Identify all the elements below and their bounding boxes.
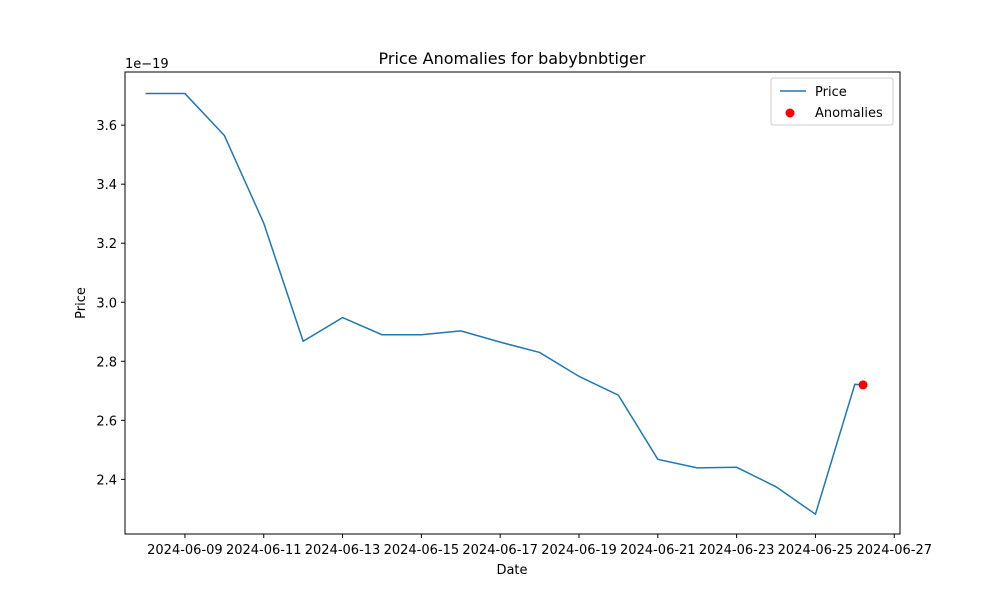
y-tick-label: 3.4 (96, 178, 117, 193)
x-axis-label: Date (496, 563, 527, 578)
x-tick-label: 2024-06-15 (384, 543, 460, 558)
x-tick-label: 2024-06-25 (778, 543, 854, 558)
plot-area (145, 92, 868, 516)
x-tick-label: 2024-06-21 (620, 543, 696, 558)
series-line-price (145, 92, 864, 516)
y-tick-label: 3.6 (96, 119, 117, 134)
plot-frame (124, 71, 901, 535)
legend: Price Anomalies (770, 77, 894, 126)
y-tick-label: 2.4 (96, 473, 117, 488)
x-tick-label: 2024-06-11 (226, 543, 302, 558)
y-axis: 2.4 2.6 2.8 3.0 3.2 3.4 3.6 (96, 119, 125, 488)
y-tick-label: 3.2 (96, 237, 117, 252)
anomaly-point (858, 380, 868, 390)
y-tick-label: 3.0 (96, 296, 117, 311)
y-offset-text: 1e−19 (125, 57, 169, 72)
y-axis-label: Price (74, 287, 89, 319)
x-tick-label: 2024-06-23 (699, 543, 775, 558)
y-tick-label: 2.8 (96, 355, 117, 370)
x-tick-label: 2024-06-13 (305, 543, 381, 558)
legend-anomalies-swatch (785, 108, 795, 118)
x-tick-label: 2024-06-27 (856, 543, 932, 558)
y-tick-label: 2.6 (96, 414, 117, 429)
legend-anomalies-label: Anomalies (815, 106, 883, 121)
x-tick-label: 2024-06-09 (147, 543, 223, 558)
legend-price-label: Price (815, 85, 847, 100)
legend-box (770, 77, 894, 126)
chart-title: Price Anomalies for babybnbtiger (379, 49, 646, 68)
x-axis: 2024-06-09 2024-06-11 2024-06-13 2024-06-15… (147, 534, 932, 558)
x-tick-label: 2024-06-17 (462, 543, 538, 558)
x-tick-label: 2024-06-19 (541, 543, 617, 558)
